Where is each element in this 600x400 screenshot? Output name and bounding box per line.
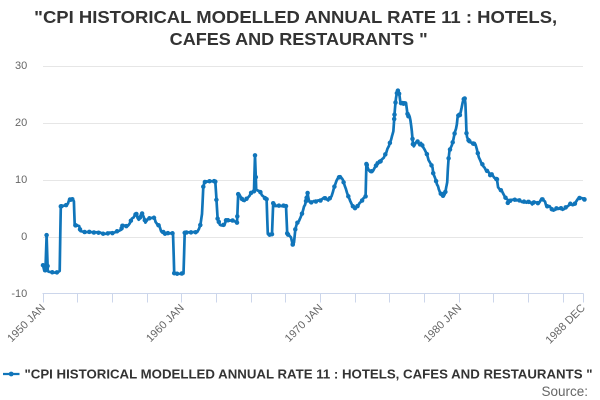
svg-text:30: 30	[15, 60, 27, 72]
svg-text:CAFES AND RESTAURANTS ": CAFES AND RESTAURANTS "	[170, 29, 428, 49]
svg-text:-10: -10	[11, 288, 27, 300]
svg-text:"CPI HISTORICAL MODELLED ANNUA: "CPI HISTORICAL MODELLED ANNUAL RATE 11 …	[34, 7, 557, 27]
svg-text:0: 0	[21, 231, 27, 243]
svg-text:10: 10	[15, 174, 27, 186]
svg-text:20: 20	[15, 117, 27, 129]
svg-text:"CPI HISTORICAL MODELLED ANNUA: "CPI HISTORICAL MODELLED ANNUAL RATE 11 …	[25, 367, 593, 381]
svg-text:Source:: Source:	[541, 384, 588, 399]
